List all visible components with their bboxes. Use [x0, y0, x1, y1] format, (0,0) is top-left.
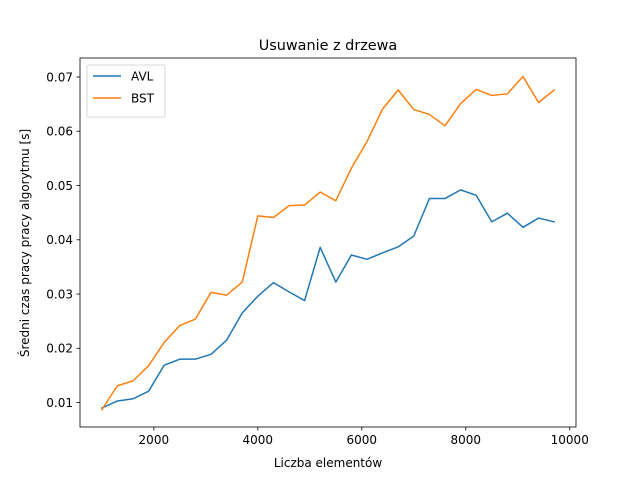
y-tick-label: 0.07 [46, 70, 73, 84]
y-tick-label: 0.02 [46, 342, 73, 356]
y-tick-label: 0.03 [46, 287, 73, 301]
series-line-avl [100, 189, 556, 410]
y-tick-label: 0.06 [46, 125, 73, 139]
legend-label-bst: BST [131, 91, 155, 105]
x-axis-label: Liczba elementów [274, 456, 383, 470]
x-tick-label: 10000 [551, 433, 589, 447]
series-layer [100, 75, 556, 411]
chart-title: Usuwanie z drzewa [259, 38, 397, 54]
x-tick-label: 2000 [139, 433, 170, 447]
y-axis-label: Średni czas pracy pracy algorytmu [s] [17, 129, 32, 357]
axes-layer: 2000 4000 6000 8000 10000 0.01 0.02 0.03 0.04 0.0… [46, 57, 589, 447]
x-tick-label: 8000 [451, 433, 482, 447]
series-line-bst [100, 75, 556, 411]
legend: AVL BST [86, 64, 166, 118]
legend-box [86, 64, 166, 118]
legend-label-avl: AVL [131, 69, 154, 83]
y-tick-label: 0.04 [46, 233, 73, 247]
plot-frame [79, 57, 577, 428]
y-tick-label: 0.05 [46, 179, 73, 193]
x-tick-label: 6000 [347, 433, 378, 447]
x-tick-label: 4000 [243, 433, 274, 447]
y-tick-label: 0.01 [46, 396, 73, 410]
